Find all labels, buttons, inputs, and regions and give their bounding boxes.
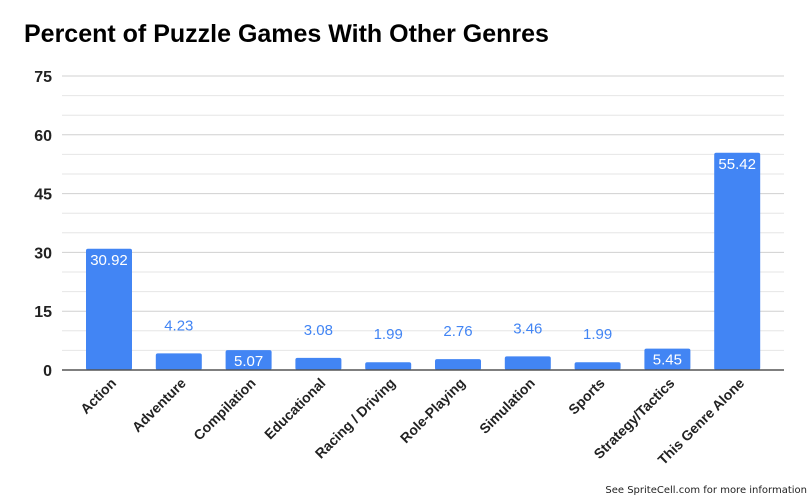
data-label: 55.42 xyxy=(718,156,756,173)
x-tick-label: Action xyxy=(77,375,119,417)
y-tick-label: 60 xyxy=(34,128,52,145)
data-label: 3.08 xyxy=(304,322,333,339)
data-label: 5.07 xyxy=(234,353,263,370)
bar-sports xyxy=(574,362,621,370)
data-label: 4.23 xyxy=(164,317,193,334)
bar-compilation xyxy=(225,350,272,370)
footer-note: See SpriteCell.com for more information xyxy=(605,485,807,496)
chart-title: Percent of Puzzle Games With Other Genre… xyxy=(24,20,549,48)
x-tick-label: Compilation xyxy=(190,375,259,444)
data-label: 1.99 xyxy=(583,326,612,343)
y-tick-label: 75 xyxy=(34,69,52,86)
data-label: 30.92 xyxy=(90,252,128,269)
y-tick-label: 0 xyxy=(43,363,52,380)
data-label: 5.45 xyxy=(653,352,682,369)
bar-adventure xyxy=(155,353,202,370)
x-tick-label: Sports xyxy=(565,375,608,418)
bar-racing-driving xyxy=(365,362,412,370)
y-tick-label: 15 xyxy=(34,304,52,321)
y-tick-label: 45 xyxy=(34,187,52,204)
bar-educational xyxy=(295,357,342,370)
bar-simulation xyxy=(504,356,551,370)
bar-action xyxy=(86,248,132,370)
bar-strategy-tactics xyxy=(644,348,691,370)
data-label: 3.46 xyxy=(513,320,542,337)
data-label: 2.76 xyxy=(443,323,472,340)
x-tick-label: Role-Playing xyxy=(397,375,468,446)
x-tick-label: Adventure xyxy=(129,375,189,435)
bar-role-playing xyxy=(435,359,481,370)
y-tick-label: 30 xyxy=(34,245,52,262)
x-tick-label: Educational xyxy=(261,375,328,442)
data-label: 1.99 xyxy=(374,326,403,343)
bar-this-genre-alone xyxy=(714,152,761,370)
x-tick-label: Simulation xyxy=(476,375,538,437)
